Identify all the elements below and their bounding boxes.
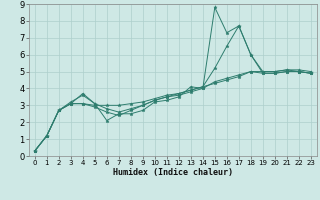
X-axis label: Humidex (Indice chaleur): Humidex (Indice chaleur) — [113, 168, 233, 177]
